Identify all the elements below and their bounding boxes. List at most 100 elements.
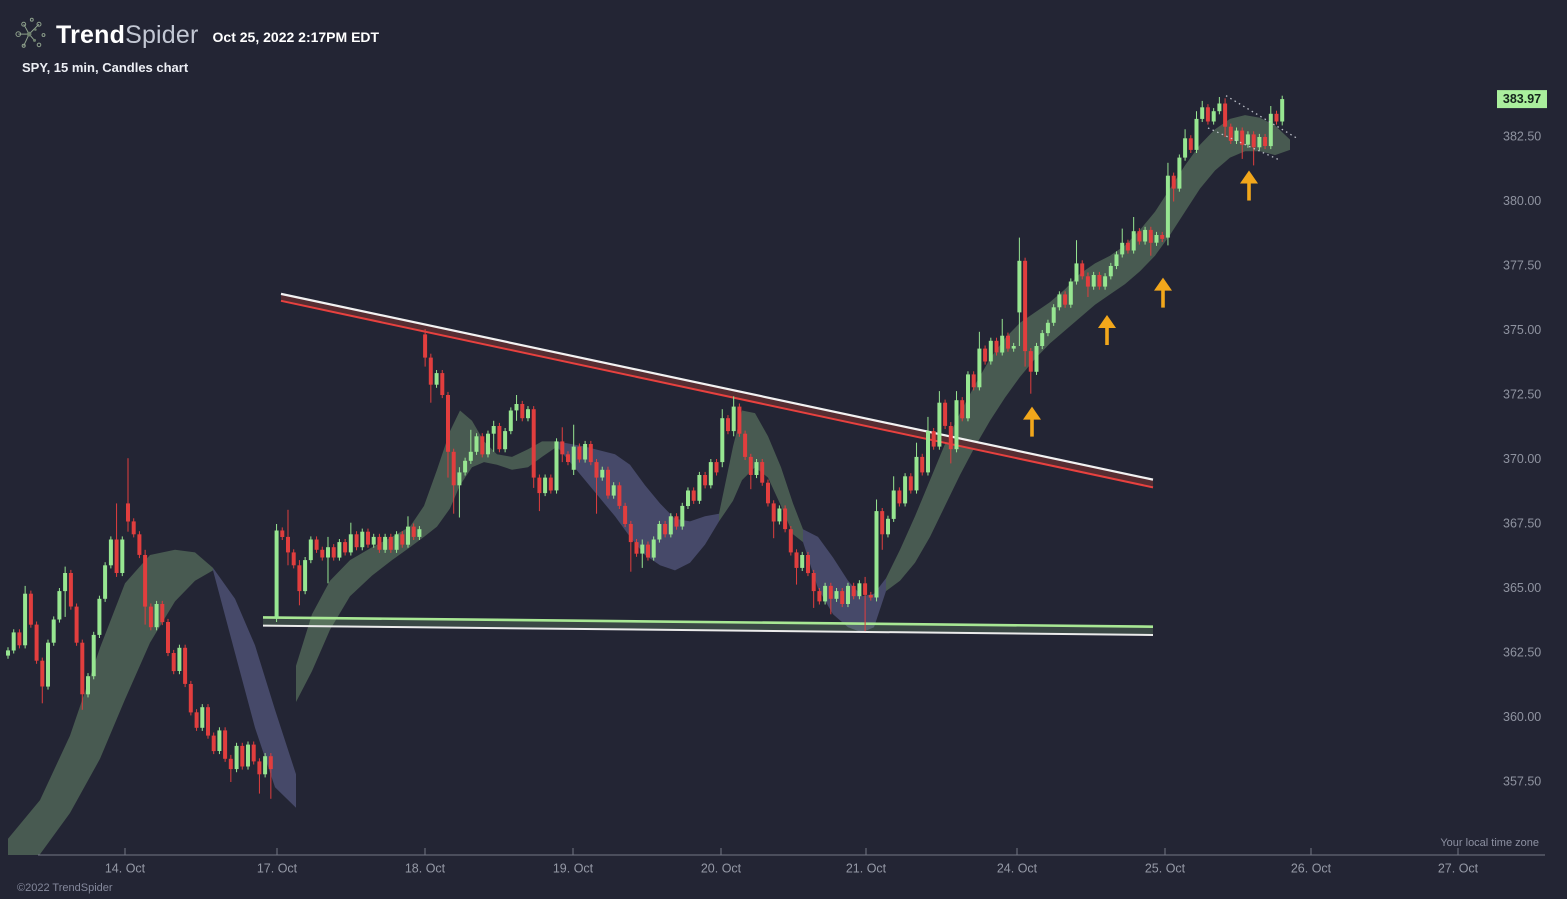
candle-body [720, 418, 725, 463]
candle-body [674, 516, 679, 527]
candle-body [1125, 242, 1130, 251]
candle-body [1251, 134, 1256, 148]
candle-body [40, 660, 45, 687]
candle-body [503, 431, 508, 450]
ichimoku-cloud [8, 115, 1290, 855]
candle-body [148, 606, 153, 628]
candle-body [857, 583, 862, 597]
dotted-flag-line [1225, 95, 1298, 139]
candle-body [834, 591, 839, 599]
candle-body [314, 539, 319, 550]
candle-body [1011, 346, 1016, 349]
candle-body [880, 511, 885, 535]
x-axis-label: 27. Oct [1438, 861, 1479, 875]
candle-body [68, 573, 73, 607]
candle-body [251, 744, 256, 762]
candle-body [1183, 138, 1188, 158]
support-line-white [262, 624, 1154, 636]
candle-body [817, 591, 822, 602]
candle-body [1068, 281, 1073, 305]
candle-body [388, 536, 393, 550]
candle-body [520, 404, 525, 419]
candle-body [531, 409, 536, 478]
candle-body [663, 524, 668, 535]
logo-spider: Spider [125, 20, 199, 49]
candle-body [1223, 103, 1228, 127]
candle-body [400, 534, 405, 545]
candle-body [714, 462, 719, 473]
candle-body [708, 462, 713, 486]
candle-body [446, 395, 450, 452]
current-price-badge: 383.97 [1497, 90, 1547, 109]
candle-body [154, 604, 159, 628]
candle-body [1234, 130, 1239, 141]
candle-body [1160, 235, 1165, 239]
candle-body [360, 531, 365, 548]
candle-body [543, 477, 548, 494]
candle-body [686, 490, 690, 506]
candle-body [983, 348, 988, 362]
candle-body [863, 583, 868, 595]
candle-body [63, 573, 68, 592]
candle-body [823, 585, 828, 602]
candle-body [331, 547, 336, 558]
support-zone-fill [263, 617, 1153, 635]
y-axis-label: 362.50 [1503, 645, 1541, 659]
chart-axes: 14. Oct 17. Oct 18. Oct 19. Oct 20. Oct 21. O… [38, 129, 1545, 875]
y-axis-label: 365.00 [1503, 581, 1541, 595]
candle-body [1280, 99, 1285, 122]
candle-body [840, 591, 845, 604]
up-arrow-icon [1098, 315, 1116, 346]
candle-body [1263, 137, 1268, 146]
y-axis-label: 372.50 [1503, 387, 1541, 401]
candle-body [406, 526, 410, 545]
cloud-segment-green [719, 410, 803, 543]
y-axis-label: 375.00 [1503, 323, 1541, 337]
candle-body [1148, 229, 1153, 243]
candle-body [303, 560, 308, 592]
y-axis-label: 360.00 [1503, 710, 1541, 724]
candle-body [1045, 322, 1050, 334]
candle-body [1240, 130, 1245, 145]
candle-body [411, 526, 416, 537]
candle-body [1108, 266, 1113, 277]
candle-body [200, 707, 205, 728]
dotted-flag-line [1207, 127, 1281, 161]
logo-trend: Trend [56, 20, 126, 49]
candle-body [743, 433, 748, 457]
candle-body [177, 647, 182, 671]
candle-body [634, 542, 639, 554]
candle-body [11, 632, 16, 651]
candle-body [783, 508, 788, 530]
candle-body [228, 758, 233, 770]
candle-body [6, 650, 10, 656]
candle-body [103, 565, 108, 599]
candle-body [428, 357, 433, 385]
x-axis-label: 14. Oct [105, 861, 146, 875]
candle-body [800, 555, 805, 568]
candle-body [548, 477, 553, 491]
candle-body [91, 634, 96, 677]
up-arrow-icon [1154, 277, 1172, 308]
copyright-note: ©2022 TrendSpider [17, 882, 113, 894]
candle-body [868, 595, 873, 598]
candle-body [417, 529, 422, 537]
candle-body [966, 374, 970, 419]
y-axis-label: 377.50 [1503, 258, 1541, 272]
resistance-line-red [280, 299, 1154, 489]
candle-body [1211, 111, 1216, 122]
candle-body [211, 735, 216, 752]
candle-body [97, 598, 102, 635]
candle-body [1228, 126, 1233, 141]
candle-body [691, 490, 696, 501]
candle-body [491, 426, 496, 434]
candle-body [108, 539, 113, 566]
candle-body [514, 404, 519, 411]
candle-body [1097, 275, 1102, 287]
candle-body [988, 340, 993, 362]
candle-body [468, 451, 473, 461]
candle-body [1120, 242, 1125, 255]
candle-body [600, 469, 605, 478]
candle-body [571, 446, 576, 470]
